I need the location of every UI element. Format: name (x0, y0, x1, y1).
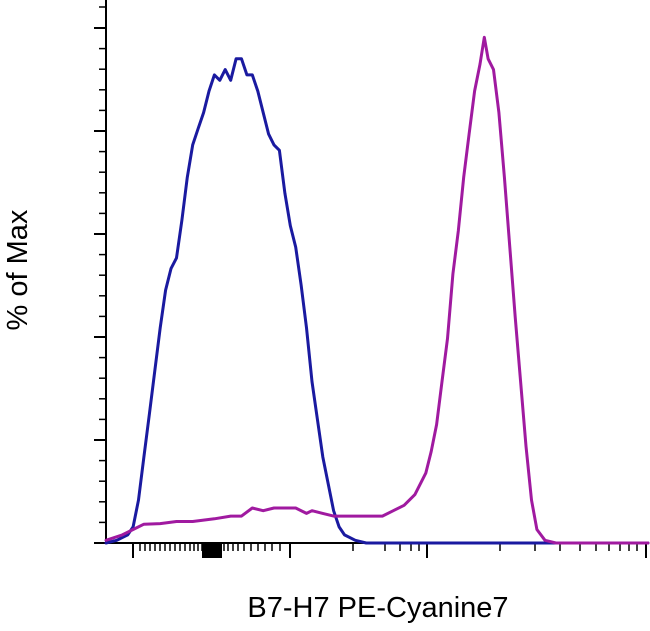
y-axis (94, 0, 107, 544)
histogram-series-1 (104, 57, 650, 545)
x-axis-label: B7-H7 PE-Cyanine7 (247, 592, 508, 624)
y-axis-label: % of Max (2, 209, 34, 330)
x-axis (105, 542, 648, 558)
x-dense-tick-cluster (202, 543, 222, 558)
histogram-series-2 (104, 35, 650, 545)
series-layer (104, 35, 650, 545)
